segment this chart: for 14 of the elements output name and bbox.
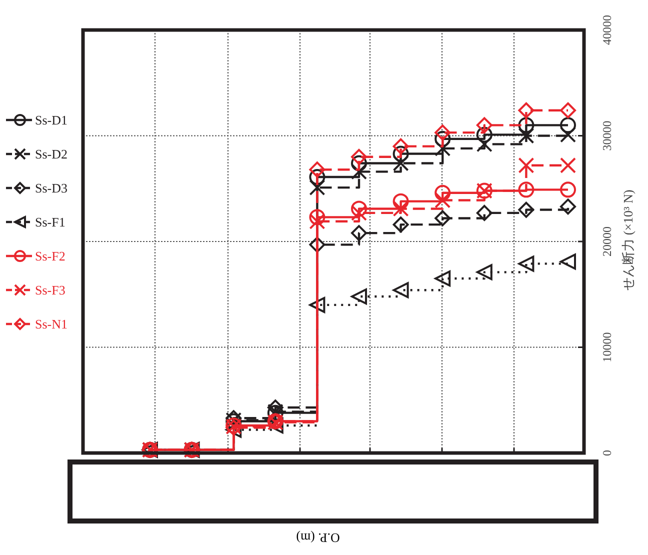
y-tick-label: 0	[600, 450, 614, 456]
y-tick-label: 30000	[600, 120, 614, 151]
legend-label: Ss-D3	[35, 180, 68, 196]
legend-label: Ss-D1	[35, 112, 68, 128]
legend-label: Ss-N1	[35, 316, 68, 332]
legend-label: Ss-F3	[35, 282, 66, 298]
legend-label: Ss-F2	[35, 248, 66, 264]
text: O.P. (m)	[296, 530, 340, 546]
legend-label: Ss-D2	[35, 146, 68, 162]
y-axis-title: せん断力 (×10³ N)	[620, 190, 636, 290]
y-tick-label: 10000	[600, 332, 614, 362]
y-tick-label: 40000	[600, 15, 614, 45]
y-tick-label: 20000	[600, 226, 614, 256]
legend-label: Ss-F1	[35, 214, 66, 230]
